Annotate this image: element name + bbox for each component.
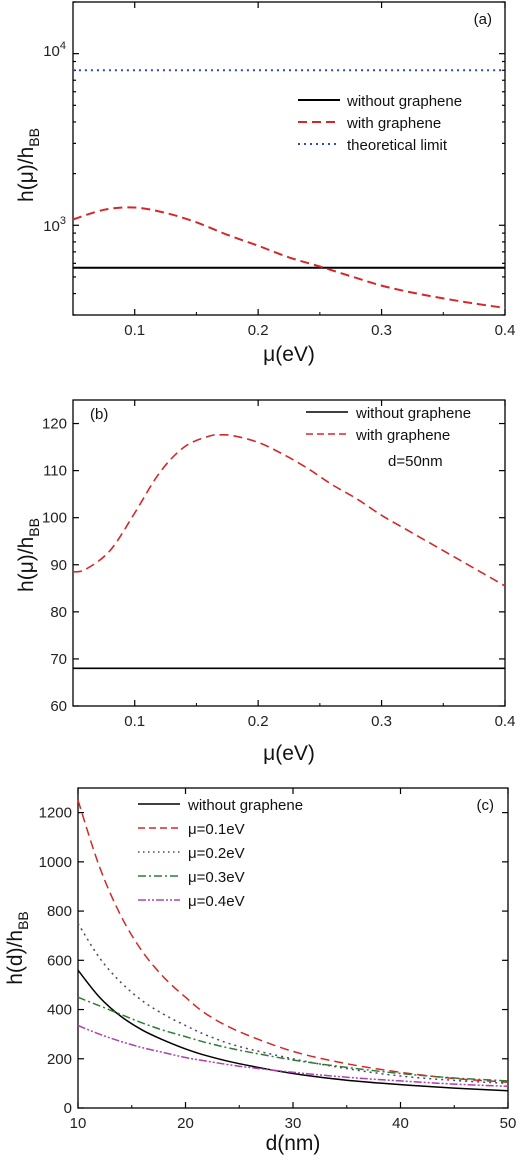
panel-1-ytick-label: 60 xyxy=(50,698,67,715)
panel-a-frame xyxy=(72,1,506,316)
panel-a-series xyxy=(72,69,506,309)
panel-2-ytick-label: 1000 xyxy=(39,854,72,871)
panel-2-ytick-label: 0 xyxy=(64,1100,72,1117)
panel-0-xtick-label: 0.4 xyxy=(495,322,516,339)
panel-c-series xyxy=(77,800,509,1092)
panel-2-series-1-line xyxy=(77,800,509,1083)
panel-c-legend-label-0: without graphene xyxy=(187,797,303,814)
panel-2-ytick-label: 200 xyxy=(47,1051,72,1068)
panel-a-legend-label-1: with graphene xyxy=(346,115,441,132)
panel-0-xtick-label: 0.3 xyxy=(371,322,392,339)
panel-b-legend: without graphene with graphene d=50nm xyxy=(306,405,471,470)
panel-a-legend-label-0: without graphene xyxy=(346,93,462,110)
panel-2-series-0-line xyxy=(77,969,509,1092)
panel-c-legend-label-3: μ=0.3eV xyxy=(188,869,245,886)
panel-b-series xyxy=(72,433,506,670)
panel-c-ticks: 10 20 30 40 50 0 200 400 600 800 1000 1200 xyxy=(39,788,517,1132)
panel-b-ylabel: h(μ)/hBB xyxy=(15,518,42,592)
panel-0-xtick-label: 0.2 xyxy=(248,322,269,339)
panel-1-xtick-label: 0.2 xyxy=(248,713,269,730)
panel-1-xtick-label: 0.4 xyxy=(495,713,516,730)
panel-a-ytick-1e4: 104 xyxy=(43,40,66,60)
panel-1-ytick-label: 70 xyxy=(50,651,67,668)
panel-a-legend-label-2: theoretical limit xyxy=(347,137,448,154)
panel-2-series-4-line xyxy=(77,1024,509,1088)
panel-c-label: (c) xyxy=(477,797,495,814)
panel-2-ytick-label: 800 xyxy=(47,903,72,920)
panel-a-ticks: 0.1 0.2 0.3 0.4 xyxy=(73,1,516,339)
panel-2-ytick-label: 400 xyxy=(47,1002,72,1019)
panel-c-legend-label-4: μ=0.4eV xyxy=(188,893,245,910)
panel-2-xtick-label: 50 xyxy=(500,1115,517,1132)
panel-2-xtick-label: 40 xyxy=(392,1115,409,1132)
panel-0-xtick-label: 0.1 xyxy=(124,322,145,339)
panel-2-xtick-label: 10 xyxy=(70,1115,87,1132)
panel-0-series-1-line xyxy=(72,206,506,309)
panel-c-xlabel: d(nm) xyxy=(266,1132,321,1155)
panel-2-ytick-label: 600 xyxy=(47,952,72,969)
panel-a: (a) 0.1 0.2 0.3 0.4 103 104 μ(eV) h(μ)/hBB … xyxy=(15,1,516,366)
panel-a-label: (a) xyxy=(474,11,492,28)
panel-2-xtick-label: 30 xyxy=(285,1115,302,1132)
panel-1-ytick-label: 90 xyxy=(50,557,67,574)
panel-1-ytick-label: 110 xyxy=(43,463,67,480)
panel-b-label: (b) xyxy=(90,406,108,423)
panel-1-xtick-label: 0.3 xyxy=(371,713,392,730)
panel-2-ytick-label: 1200 xyxy=(39,805,72,822)
panel-2-xtick-label: 20 xyxy=(177,1115,194,1132)
panel-b-xlabel: μ(eV) xyxy=(263,742,315,765)
panel-c-legend-label-1: μ=0.1eV xyxy=(188,821,245,838)
panel-a-xlabel: μ(eV) xyxy=(263,343,315,366)
panel-a-ylabel: h(μ)/hBB xyxy=(15,128,42,202)
panel-b-legend-label-0: without graphene xyxy=(355,405,471,422)
panel-1-ytick-label: 100 xyxy=(42,510,67,527)
panel-1-ytick-label: 120 xyxy=(42,416,67,433)
panel-c-legend: without graphene μ=0.1eV μ=0.2eV μ=0.3eV… xyxy=(138,797,303,910)
panel-b-annotation: d=50nm xyxy=(388,453,443,470)
panel-2-series-3-line xyxy=(77,996,509,1082)
panel-1-xtick-label: 0.1 xyxy=(124,713,145,730)
panel-c: (c) 10 20 30 40 50 0 200 400 600 800 1000 1200 d(nm… xyxy=(4,787,517,1155)
panel-a-legend: without graphene with graphene theoretic… xyxy=(298,93,462,154)
panel-b-ticks: 0.1 0.2 0.3 0.4 60 70 80 90 100 110 120 xyxy=(42,400,515,730)
panel-c-ylabel: h(d)/hBB xyxy=(4,911,31,985)
panel-2-series-2-line xyxy=(77,922,509,1085)
panel-1-ytick-label: 80 xyxy=(50,604,67,621)
panel-a-ytick-1e3: 103 xyxy=(43,215,66,235)
panel-c-legend-label-2: μ=0.2eV xyxy=(188,845,245,862)
panel-b-legend-label-1: with graphene xyxy=(355,427,450,444)
panel-b-frame xyxy=(72,399,506,707)
